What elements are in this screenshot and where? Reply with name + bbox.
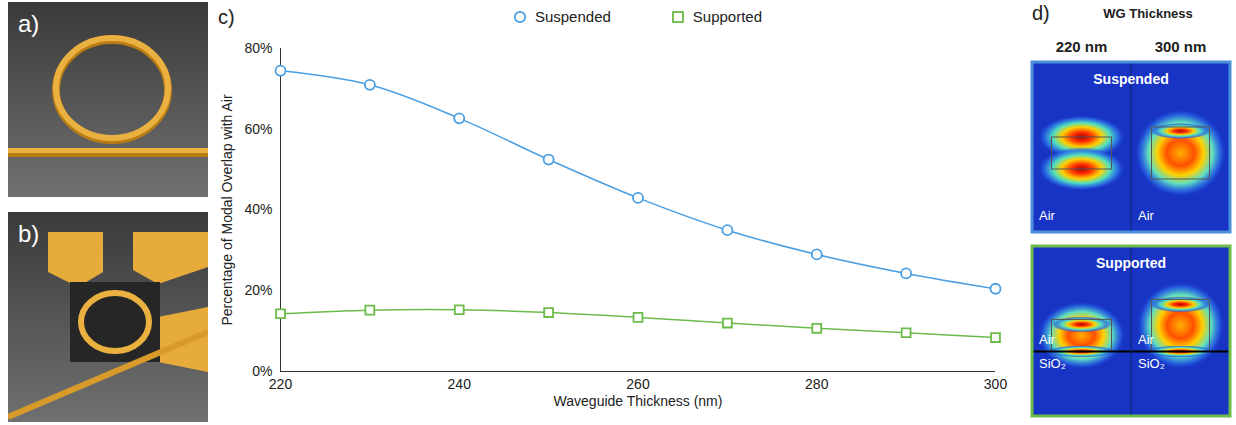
svg-text:Percentage of Modal Overlap wi: Percentage of Modal Overlap with Air — [219, 94, 235, 325]
svg-text:260: 260 — [626, 376, 650, 392]
svg-text:220: 220 — [268, 376, 293, 393]
svg-text:Air: Air — [1138, 332, 1155, 347]
svg-text:300 nm: 300 nm — [1155, 38, 1207, 55]
svg-text:SiO₂: SiO₂ — [1138, 356, 1165, 371]
svg-text:Air: Air — [1039, 332, 1056, 347]
svg-text:280: 280 — [805, 376, 829, 392]
svg-text:240: 240 — [448, 376, 472, 392]
svg-text:Supported: Supported — [1096, 255, 1166, 271]
svg-text:40%: 40% — [244, 201, 272, 217]
svg-text:Waveguide Thickness (nm): Waveguide Thickness (nm) — [554, 393, 723, 409]
svg-text:20%: 20% — [244, 282, 272, 298]
html-text:Suspended: Suspended — [534, 8, 611, 25]
svg-text:a): a) — [18, 10, 39, 37]
svg-text:0%: 0% — [252, 363, 272, 379]
svg-text:Suspended: Suspended — [1093, 71, 1168, 87]
svg-text:WG Thickness: WG Thickness — [1103, 6, 1193, 21]
svg-text:b): b) — [18, 220, 39, 247]
svg-text:d): d) — [1032, 2, 1050, 24]
svg-text:60%: 60% — [244, 121, 272, 137]
svg-text:300: 300 — [984, 376, 1008, 392]
svg-text:220 nm: 220 nm — [1056, 38, 1108, 55]
html-text:c): c) — [218, 6, 235, 28]
svg-text:Air: Air — [1138, 208, 1155, 223]
svg-text:Air: Air — [1039, 208, 1056, 223]
html-text:Supported: Supported — [692, 8, 763, 25]
svg-text:80%: 80% — [244, 40, 272, 56]
svg-text:SiO₂: SiO₂ — [1039, 356, 1066, 371]
